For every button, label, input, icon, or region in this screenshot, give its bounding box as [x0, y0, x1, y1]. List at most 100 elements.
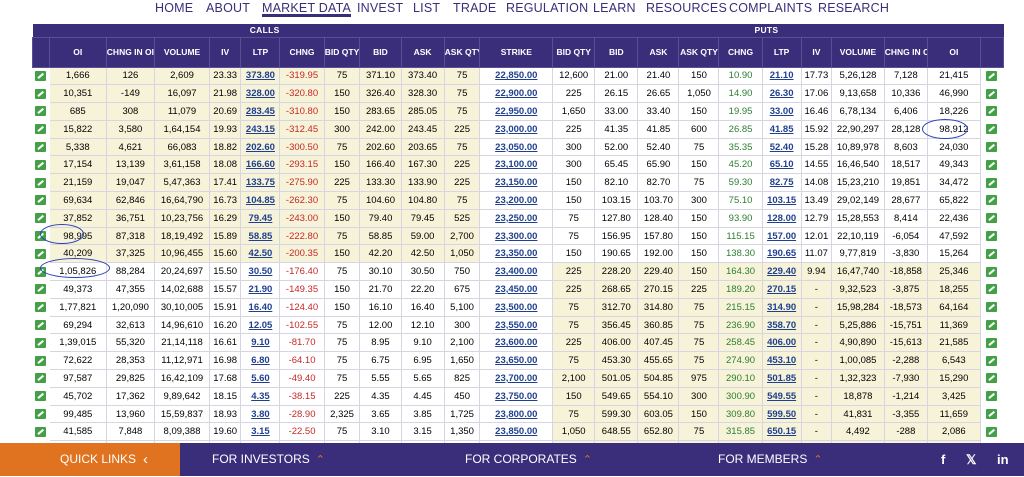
put-ltp-link[interactable]: 314.90	[767, 301, 797, 313]
put-cell[interactable]: 549.55	[761, 386, 802, 406]
put-cell[interactable]: 41.85	[761, 119, 802, 139]
chart-up-icon[interactable]	[35, 177, 47, 188]
nav-market-data[interactable]: MARKET DATA	[262, 1, 352, 17]
strike-cell[interactable]: 23,150.00	[479, 173, 554, 193]
call-cell[interactable]: 21.90	[240, 280, 281, 299]
chart-up-icon[interactable]	[35, 248, 47, 259]
put-ltp-link[interactable]: 453.10	[767, 355, 797, 367]
chart-cell[interactable]	[32, 386, 50, 406]
chart-cell[interactable]	[32, 226, 50, 246]
call-ltp-link[interactable]: 9.10	[251, 337, 270, 349]
call-ltp-link[interactable]: 6.80	[251, 355, 270, 367]
call-ltp-link[interactable]: 166.60	[245, 159, 275, 171]
chart-cell[interactable]	[979, 84, 1004, 104]
strike-link[interactable]: 23,600.00	[495, 337, 538, 349]
nav-about[interactable]: ABOUT	[206, 1, 251, 15]
chart-up-icon[interactable]	[986, 337, 998, 348]
strike-cell[interactable]: 23,050.00	[479, 137, 554, 157]
strike-cell[interactable]: 23,600.00	[479, 333, 554, 353]
call-ltp-link[interactable]: 373.80	[245, 70, 275, 82]
strike-link[interactable]: 23,100.00	[495, 159, 538, 171]
chart-cell[interactable]	[979, 404, 1004, 424]
put-ltp-link[interactable]: 52.40	[769, 141, 794, 153]
put-ltp-link[interactable]: 21.10	[769, 70, 794, 82]
chart-up-icon[interactable]	[986, 284, 998, 295]
strike-cell[interactable]: 23,000.00	[479, 119, 554, 139]
linkedin-icon[interactable]: in	[997, 452, 1009, 467]
nav-list[interactable]: LIST	[413, 1, 441, 15]
chart-cell[interactable]	[32, 102, 50, 121]
chart-up-icon[interactable]	[986, 409, 998, 420]
chart-up-icon[interactable]	[35, 391, 47, 402]
chart-cell[interactable]	[979, 208, 1004, 228]
chart-up-icon[interactable]	[986, 426, 998, 437]
strike-link[interactable]: 22,950.00	[495, 105, 538, 117]
chart-cell[interactable]	[32, 119, 50, 139]
strike-link[interactable]: 23,200.00	[495, 194, 538, 206]
call-cell[interactable]: 4.35	[240, 386, 281, 406]
strike-link[interactable]: 23,000.00	[495, 123, 538, 135]
put-cell[interactable]: 26.30	[761, 84, 802, 104]
chart-cell[interactable]	[32, 84, 50, 104]
strike-link[interactable]: 23,550.00	[495, 319, 538, 331]
call-ltp-link[interactable]: 133.75	[245, 177, 275, 189]
facebook-icon[interactable]: f	[941, 452, 946, 467]
chart-cell[interactable]	[979, 173, 1004, 193]
strike-cell[interactable]: 22,850.00	[479, 66, 554, 86]
chart-cell[interactable]	[979, 333, 1004, 353]
strike-link[interactable]: 23,800.00	[495, 408, 538, 420]
for-corporates-link[interactable]: FOR CORPORATES ⌃	[465, 443, 592, 476]
strike-cell[interactable]: 23,100.00	[479, 155, 554, 175]
chart-cell[interactable]	[979, 280, 1004, 299]
chart-cell[interactable]	[979, 369, 1004, 388]
strike-link[interactable]: 23,500.00	[495, 301, 538, 313]
put-ltp-link[interactable]: 128.00	[767, 212, 797, 224]
call-cell[interactable]: 166.60	[240, 155, 281, 175]
chart-cell[interactable]	[979, 102, 1004, 121]
call-ltp-link[interactable]: 3.80	[251, 408, 270, 420]
put-ltp-link[interactable]: 358.70	[767, 319, 797, 331]
chart-up-icon[interactable]	[35, 320, 47, 331]
chart-up-icon[interactable]	[35, 337, 47, 348]
call-cell[interactable]: 79.45	[240, 208, 281, 228]
call-cell[interactable]: 104.85	[240, 191, 281, 210]
call-ltp-link[interactable]: 104.85	[245, 194, 275, 206]
put-ltp-link[interactable]: 157.00	[767, 230, 797, 242]
chart-up-icon[interactable]	[986, 124, 998, 135]
put-ltp-link[interactable]: 229.40	[767, 266, 797, 278]
call-ltp-link[interactable]: 79.45	[248, 212, 273, 224]
strike-cell[interactable]: 23,350.00	[479, 244, 554, 264]
chart-up-icon[interactable]	[986, 88, 998, 99]
call-cell[interactable]: 243.15	[240, 119, 281, 139]
chart-up-icon[interactable]	[35, 195, 47, 206]
call-cell[interactable]: 6.80	[240, 351, 281, 371]
quick-links-button[interactable]: QUICK LINKS ‹	[0, 443, 180, 476]
nav-trade[interactable]: TRADE	[453, 1, 497, 15]
chart-cell[interactable]	[32, 369, 50, 388]
strike-link[interactable]: 23,150.00	[495, 177, 538, 189]
strike-link[interactable]: 23,700.00	[495, 372, 538, 384]
chart-up-icon[interactable]	[35, 284, 47, 295]
put-ltp-link[interactable]: 270.15	[767, 283, 797, 295]
nav-regulation[interactable]: REGULATION	[506, 1, 589, 15]
x-twitter-icon[interactable]: 𝕏	[966, 452, 977, 467]
put-cell[interactable]: 190.65	[761, 244, 802, 264]
chart-cell[interactable]	[32, 173, 50, 193]
put-cell[interactable]: 698.30	[761, 440, 802, 443]
put-ltp-link[interactable]: 26.30	[769, 88, 794, 100]
strike-cell[interactable]: 23,250.00	[479, 208, 554, 228]
strike-cell[interactable]: 22,950.00	[479, 102, 554, 121]
strike-cell[interactable]: 23,200.00	[479, 191, 554, 210]
call-cell[interactable]: 5.60	[240, 369, 281, 388]
put-cell[interactable]: 314.90	[761, 297, 802, 317]
chart-up-icon[interactable]	[986, 266, 998, 277]
put-ltp-link[interactable]: 549.55	[767, 390, 797, 402]
chart-cell[interactable]	[979, 66, 1004, 86]
call-ltp-link[interactable]: 243.15	[245, 123, 275, 135]
call-ltp-link[interactable]: 58.85	[248, 230, 273, 242]
chart-cell[interactable]	[979, 351, 1004, 371]
put-cell[interactable]: 157.00	[761, 226, 802, 246]
put-ltp-link[interactable]: 406.00	[767, 337, 797, 349]
strike-cell[interactable]: 23,650.00	[479, 351, 554, 371]
chart-cell[interactable]	[979, 315, 1004, 335]
